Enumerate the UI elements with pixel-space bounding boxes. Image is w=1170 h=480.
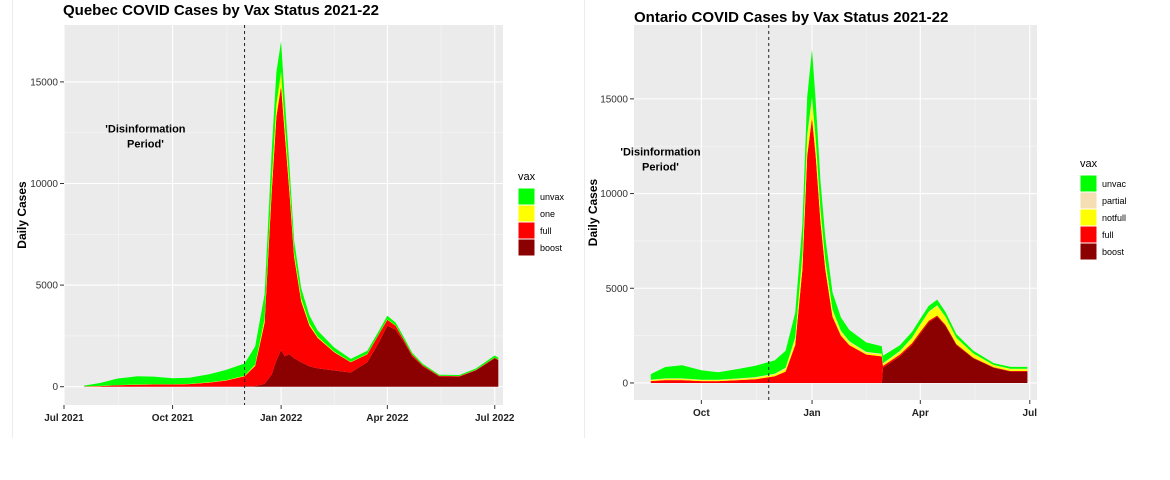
legend-key-boost	[517, 238, 536, 257]
annotation-text: 'Disinformation	[620, 147, 701, 159]
y-tick-label: 0	[52, 382, 58, 393]
ontario-panel: Ontario COVID Cases by Vax Status 2021-2…	[585, 0, 1170, 440]
legend-label: notfull	[1102, 213, 1126, 223]
x-tick-label: Apr	[912, 408, 929, 419]
legend-label: one	[540, 209, 555, 219]
legend-label: boost	[540, 243, 563, 253]
legend-label: unvax	[540, 192, 565, 202]
legend-key-unvax	[517, 187, 536, 206]
annotation-text: Period'	[642, 162, 679, 174]
y-axis-label: Daily Cases	[586, 178, 600, 246]
legend-key-notfull	[1079, 208, 1098, 227]
legend-key-full	[1079, 225, 1098, 244]
legend-key-partial	[1079, 191, 1098, 210]
legend-key-one	[517, 204, 536, 223]
x-tick-label: Oct 2021	[152, 413, 194, 424]
y-tick-label: 5000	[36, 281, 59, 292]
quebec-chart: 'Disinformation Period' 0 5000 10000 15000 Jul…	[15, 25, 565, 424]
legend-label: partial	[1102, 196, 1127, 206]
area-full	[84, 86, 499, 387]
y-tick-label: 10000	[30, 179, 58, 190]
legend-label: full	[1102, 230, 1114, 240]
area-boost	[650, 316, 1028, 383]
legend-label: unvac	[1102, 179, 1127, 189]
quebec-panel: Quebec COVID Cases by Vax Status 2021-22…	[0, 0, 585, 440]
panel-border	[12, 0, 13, 438]
legend-label: boost	[1102, 247, 1125, 257]
annotation-text: 'Disinformation	[105, 124, 186, 136]
legend-key-boost	[1079, 242, 1098, 261]
legend-title: vax	[518, 171, 536, 183]
x-tick-label: Jul	[1023, 408, 1038, 419]
x-tick-label: Apr 2022	[366, 413, 409, 424]
x-tick-label: Jan	[803, 408, 820, 419]
y-tick-label: 5000	[606, 284, 629, 295]
y-axis-label: Daily Cases	[15, 181, 29, 249]
y-tick-label: 10000	[600, 189, 628, 200]
legend-key-unvac	[1079, 174, 1098, 193]
x-tick-label: Oct	[693, 408, 710, 419]
y-tick-label: 15000	[600, 94, 628, 105]
chart-title: Ontario COVID Cases by Vax Status 2021-2…	[634, 9, 949, 26]
ontario-chart: 'Disinformation Period' 0 5000 10000 15000 Oct…	[586, 25, 1127, 419]
x-tick-label: Jul 2022	[475, 413, 515, 424]
legend-key-full	[517, 221, 536, 240]
panel-border	[584, 0, 585, 438]
y-tick-label: 0	[622, 378, 628, 389]
area-boost	[84, 325, 499, 387]
annotation-text: Period'	[127, 139, 164, 151]
x-tick-label: Jan 2022	[260, 413, 303, 424]
y-tick-label: 15000	[30, 77, 58, 88]
area-notfull	[650, 102, 1028, 382]
area-unvac	[650, 49, 1028, 380]
legend-label: full	[540, 226, 552, 236]
x-tick-label: Jul 2021	[44, 413, 84, 424]
chart-title: Quebec COVID Cases by Vax Status 2021-22	[63, 2, 379, 19]
legend-title: vax	[1080, 158, 1098, 170]
